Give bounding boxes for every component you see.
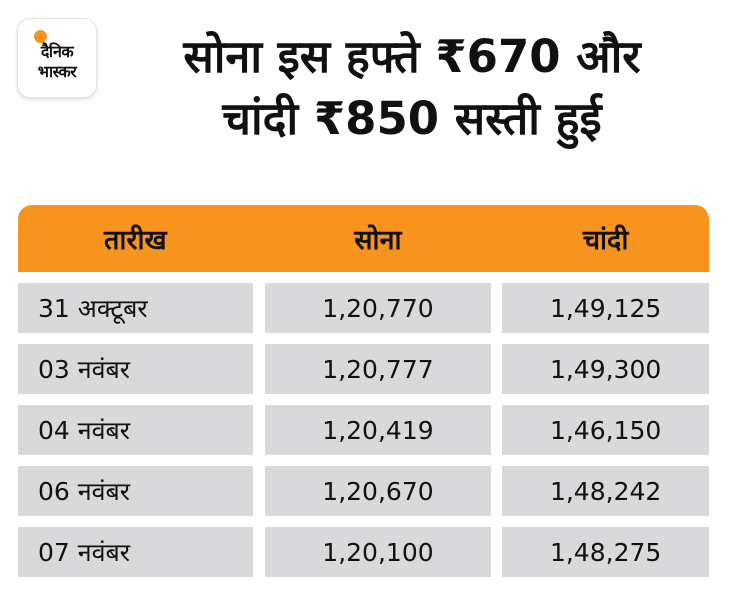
cell-date: 03 नवंबर xyxy=(18,344,253,394)
price-table: तारीख सोना चांदी 31 अक्टूबर 1,20,770 1,4… xyxy=(18,205,709,577)
header-silver: चांदी xyxy=(582,225,629,256)
cell-silver: 1,46,150 xyxy=(502,405,709,455)
cell-gold: 1,20,777 xyxy=(264,344,492,394)
cell-date: 06 नवंबर xyxy=(18,466,253,516)
logo-text-line2: भास्कर xyxy=(37,62,77,81)
cell-gold: 1,20,670 xyxy=(264,466,492,516)
table-row: 04 नवंबर 1,20,419 1,46,150 xyxy=(18,405,709,455)
cell-silver: 1,49,125 xyxy=(502,283,709,333)
headline: सोना इस हफ्ते ₹670 और चांदी ₹850 सस्ती ह… xyxy=(112,26,712,150)
table-row: 07 नवंबर 1,20,100 1,48,275 xyxy=(18,527,709,577)
header-gold: सोना xyxy=(354,225,402,256)
dainik-bhaskar-logo: दैनिक भास्कर xyxy=(18,19,96,97)
cell-date: 31 अक्टूबर xyxy=(18,283,253,333)
cell-silver: 1,48,242 xyxy=(502,466,709,516)
headline-line2: चांदी ₹850 सस्ती हुई xyxy=(222,92,602,145)
header-date: तारीख xyxy=(104,225,167,256)
table-row: 06 नवंबर 1,20,670 1,48,242 xyxy=(18,466,709,516)
table-row: 03 नवंबर 1,20,777 1,49,300 xyxy=(18,344,709,394)
cell-date: 04 नवंबर xyxy=(18,405,253,455)
cell-gold: 1,20,770 xyxy=(264,283,492,333)
cell-silver: 1,48,275 xyxy=(502,527,709,577)
table-row: 31 अक्टूबर 1,20,770 1,49,125 xyxy=(18,283,709,333)
cell-silver: 1,49,300 xyxy=(502,344,709,394)
cell-date: 07 नवंबर xyxy=(18,527,253,577)
logo-text-line1: दैनिक xyxy=(40,42,74,61)
headline-line1: सोना इस हफ्ते ₹670 और xyxy=(183,30,641,83)
table-header: तारीख सोना चांदी xyxy=(18,205,709,272)
cell-gold: 1,20,100 xyxy=(264,527,492,577)
logo-sun-icon xyxy=(34,30,47,43)
cell-gold: 1,20,419 xyxy=(264,405,492,455)
